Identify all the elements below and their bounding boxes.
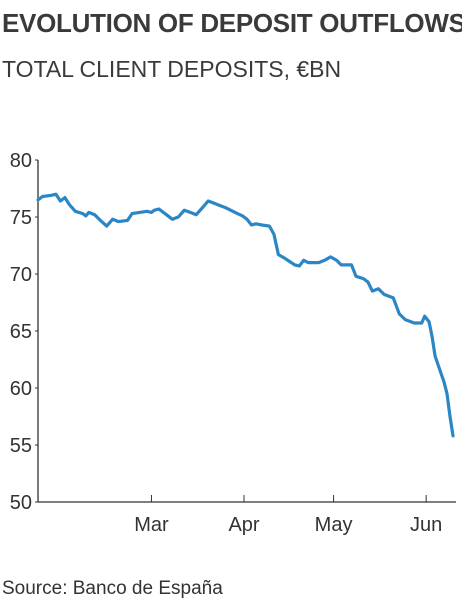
- y-tick-label: 75: [10, 207, 32, 229]
- x-tick-label: Mar: [134, 514, 169, 536]
- chart-title: EVOLUTION OF DEPOSIT OUTFLOWS: [2, 8, 462, 38]
- y-tick-label: 55: [10, 435, 32, 457]
- x-axis-labels: Mar Apr May Jun: [134, 514, 442, 536]
- deposits-series-line: [36, 192, 455, 438]
- chart-subtitle: TOTAL CLIENT DEPOSITS, €BN: [2, 56, 342, 82]
- y-tick-label: 50: [10, 492, 32, 514]
- y-axis-labels: 50 55 60 65 70 75 80: [10, 150, 32, 514]
- x-tick-label: May: [315, 514, 353, 536]
- y-tick-label: 70: [10, 264, 32, 286]
- y-tick-label: 65: [10, 321, 32, 343]
- y-axis-ticks: [35, 159, 38, 503]
- x-tick-label: Apr: [228, 514, 259, 536]
- y-tick-label: 60: [10, 378, 32, 400]
- source-note: Source: Banco de España: [2, 578, 223, 599]
- x-axis-ticks: [150, 495, 427, 502]
- y-tick-label: 80: [10, 150, 32, 172]
- x-tick-label: Jun: [410, 514, 442, 536]
